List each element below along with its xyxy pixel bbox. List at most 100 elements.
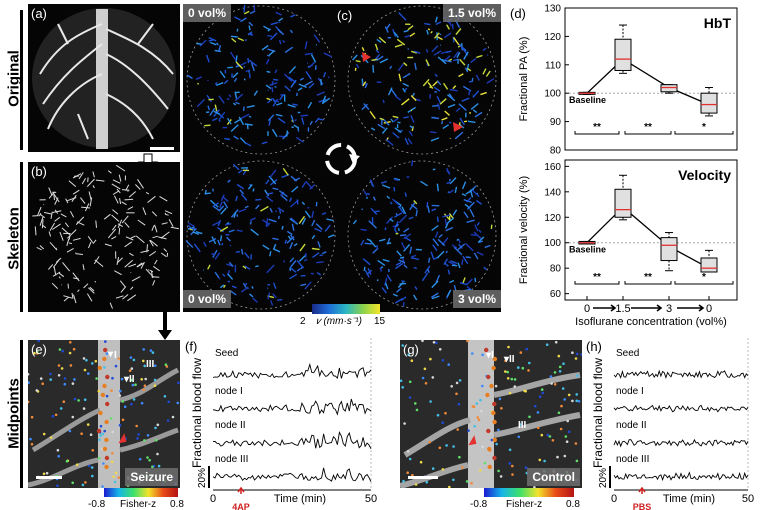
red-arrowhead-2: [453, 122, 463, 132]
velocity-ytick-label: 80: [550, 264, 562, 275]
trace-name: Seed: [616, 348, 639, 359]
panel-label-e: (e): [31, 342, 47, 357]
xtick-arrow: [631, 304, 663, 312]
velocity-colorbar-min: 2: [300, 316, 306, 327]
hbt-title: HbT: [704, 15, 732, 31]
trace-name: node II: [616, 420, 647, 431]
velocity-ytick-label: 120: [544, 213, 561, 224]
scale-label: 20%: [598, 468, 609, 488]
velocity-sig-bracket: [674, 281, 734, 285]
x-axis-label: Time (min): [274, 493, 326, 505]
fisher-colorbar-g: [484, 488, 574, 497]
injection-label: 4AP: [232, 502, 250, 510]
panel-g-control-image: ▾I ▾II III (g) Control: [400, 340, 582, 488]
fisher-min-g: -0.8: [470, 499, 488, 510]
tag-seizure: Seizure: [125, 468, 178, 486]
trace-line: [212, 362, 372, 380]
xtick-arrow: [677, 304, 705, 312]
xtick-arrow: [593, 304, 617, 312]
svg-text:▾: ▾: [107, 349, 114, 360]
scale-bar-g: [408, 476, 438, 479]
node-I-label-g: ▾I: [485, 350, 494, 361]
panel-e-seizure-image: ▾ I III ▾II (e) Seizure: [28, 340, 180, 488]
velocity-axes-frame: [564, 159, 738, 301]
node-I-label-e: I: [114, 350, 117, 361]
panel-label-b: (b): [31, 164, 47, 179]
trace-line: [613, 471, 749, 482]
trace-name: node III: [616, 454, 649, 465]
hbt-mean-line: [586, 58, 710, 106]
velocity-ytick-label: 100: [544, 238, 561, 249]
node-II-label-g: ▾II: [503, 354, 515, 365]
node-II-label-e: ▾II: [123, 374, 135, 385]
velocity-map-svg: [185, 4, 497, 310]
midpoint-image-g: ▾I ▾II III: [400, 340, 582, 488]
trace-line: [613, 369, 749, 380]
xtick-label: 3: [666, 303, 672, 315]
x-axis-label: Time (min): [663, 493, 715, 505]
arrow-b-to-e: [158, 312, 172, 340]
hbt-sig-label: **: [644, 122, 652, 133]
panel-label: (h): [586, 339, 602, 354]
row-bar-skeleton: [20, 162, 23, 312]
xtick-label: 1.5: [615, 303, 630, 315]
midpoint-image-e: ▾ I III ▾II: [28, 340, 180, 488]
trace-line: [212, 398, 372, 416]
skeleton-image-b: [32, 164, 179, 309]
velocity-sig-bracket: [624, 281, 672, 285]
velocity-sig-bracket: [574, 281, 620, 285]
scale-bar-e: [36, 476, 62, 479]
hbt-ytick-label: 80: [550, 146, 562, 157]
panel-label-d: (d): [510, 6, 526, 21]
panel-a-original-image: [28, 4, 180, 152]
x-axis-label: Isoflurane concentration (vol%): [575, 316, 727, 328]
velocity-ytick-label: 60: [550, 289, 562, 300]
velocity-box: [614, 188, 632, 218]
hbt-sig-bracket: [624, 131, 672, 135]
row-bar-original: [20, 10, 23, 150]
fisher-label-e: Fisher-z: [120, 499, 157, 510]
trace-name: node II: [215, 420, 246, 431]
velocity-colorbar-max: 15: [374, 316, 386, 327]
scale-bar-a: [150, 147, 174, 150]
hbt-sig-bracket: [674, 131, 734, 135]
trace-name: Seed: [215, 348, 238, 359]
scale-label: 20%: [197, 468, 208, 488]
panel-label: (f): [185, 339, 197, 354]
velocity-title: Velocity: [678, 167, 731, 183]
fisher-max-g: 0.8: [566, 499, 580, 510]
fisher-colorbar-e: [104, 488, 178, 497]
fisher-label-g: Fisher-z: [506, 499, 543, 510]
fisher-min-e: -0.8: [88, 499, 106, 510]
panel-label-g: (g): [403, 342, 419, 357]
hbt-sig-label: **: [593, 122, 601, 133]
velocity-sig-label: **: [644, 272, 652, 283]
xtick-label: 0: [706, 303, 712, 315]
hbt-ytick-label: 130: [544, 4, 561, 15]
hbt-sig-bracket: [574, 131, 620, 135]
velocity-sig-label: **: [593, 272, 601, 283]
velocity-ylabel: Fractional velocity (%): [518, 176, 530, 284]
hbt-axes-frame: [564, 7, 738, 151]
panel-b-skeleton-image: [28, 162, 180, 312]
tag-0vol-top: 0 vol%: [183, 4, 232, 22]
xtick-label: 0: [584, 303, 590, 315]
tag-1p5vol: 1.5 vol%: [442, 4, 501, 22]
hbt-box: [614, 38, 632, 71]
velocity-baseline-label: Baseline: [569, 245, 606, 255]
xtick-label: 50: [742, 493, 754, 505]
fisher-max-e: 0.8: [170, 499, 184, 510]
trace-ylabel: Fractional blood flow: [190, 358, 204, 468]
velocity-mean-line: [586, 206, 710, 269]
node-III-label-e: III: [146, 359, 155, 370]
red-arrowhead-1: [362, 52, 371, 62]
velocity-ytick-label: 140: [544, 187, 561, 198]
trace-line: [212, 431, 372, 450]
trace-line: [212, 467, 372, 482]
xtick-label: 0: [210, 493, 216, 505]
injection-arrow: [237, 486, 245, 494]
tag-control: Control: [527, 468, 580, 486]
row-bar-midpoints: [20, 340, 23, 488]
tag-3vol: 3 vol%: [452, 290, 501, 308]
